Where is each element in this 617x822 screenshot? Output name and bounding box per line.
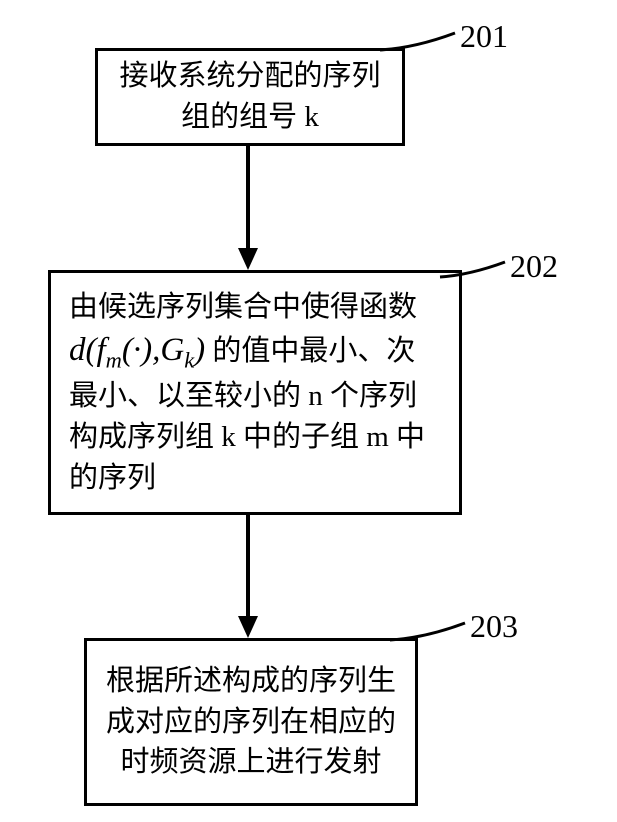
flowchart-node-203: 根据所述构成的序列生成对应的序列在相应的时频资源上进行发射 [84, 638, 418, 806]
node-label-201: 201 [460, 18, 508, 55]
text-before-formula: 由候选序列集合中使得函数 [69, 291, 417, 323]
flowchart-container: 接收系统分配的序列组的组号 k 201 由候选序列集合中使得函数 d(fm(·)… [0, 0, 617, 822]
node-text: 由候选序列集合中使得函数 d(fm(·),Gk) 的值中最小、次最小、以至较小的… [69, 287, 441, 498]
leader-line-202 [435, 250, 510, 282]
node-label-203: 203 [470, 608, 518, 645]
leader-line-203 [385, 610, 470, 645]
arrow-line [246, 146, 250, 251]
node-label-202: 202 [510, 248, 558, 285]
leader-line-201 [375, 20, 460, 55]
arrow-head [238, 616, 258, 638]
arrow-line [246, 515, 250, 619]
arrow-head [238, 248, 258, 270]
node-text: 接收系统分配的序列组的组号 k [116, 56, 384, 137]
flowchart-node-202: 由候选序列集合中使得函数 d(fm(·),Gk) 的值中最小、次最小、以至较小的… [48, 270, 462, 515]
formula-text: d(fm(·),Gk) [69, 332, 205, 368]
flowchart-node-201: 接收系统分配的序列组的组号 k [95, 48, 405, 146]
node-text: 根据所述构成的序列生成对应的序列在相应的时频资源上进行发射 [105, 661, 397, 783]
